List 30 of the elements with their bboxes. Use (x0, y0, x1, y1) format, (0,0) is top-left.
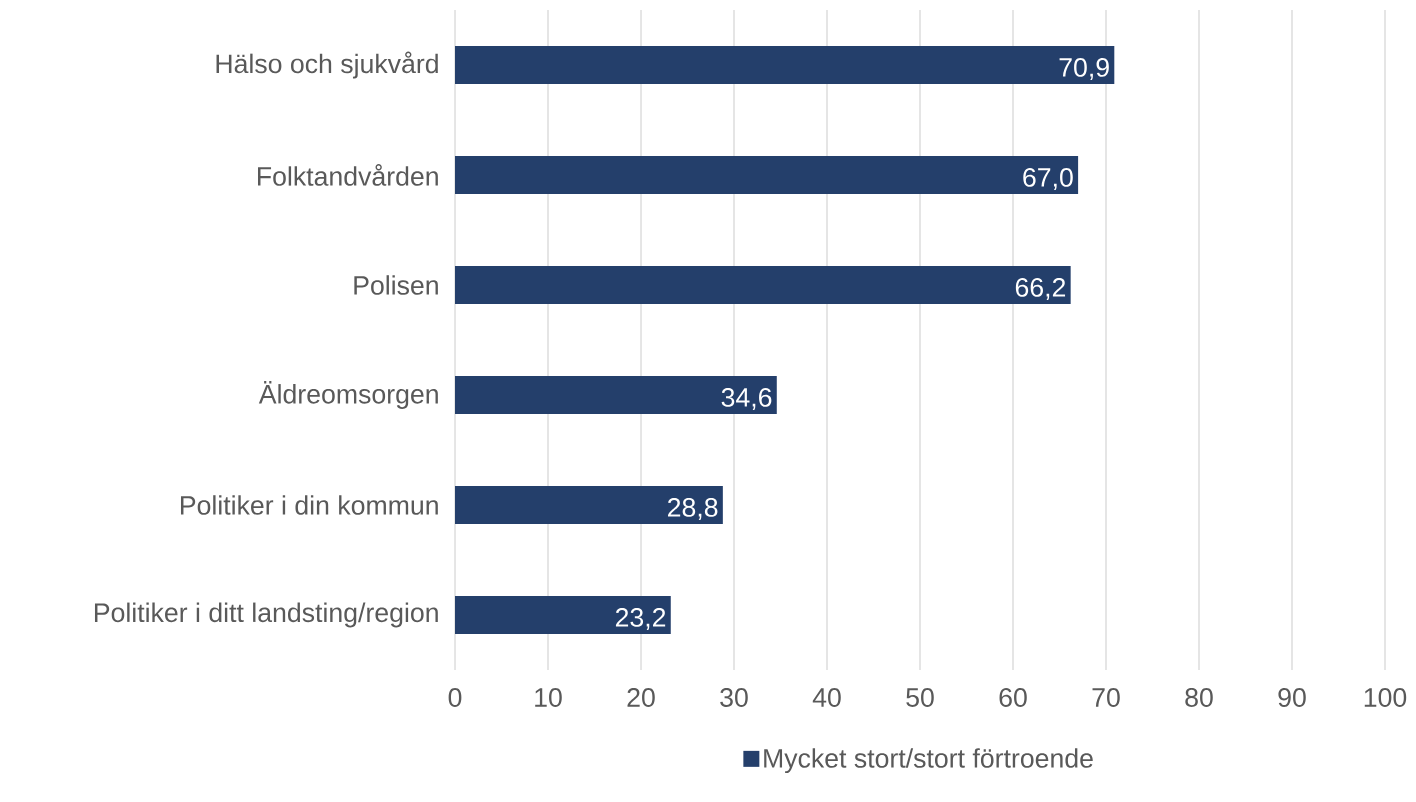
data-label: 28,8 (668, 497, 718, 521)
x-tick-label: 0 (448, 688, 462, 707)
data-label: 34,6 (721, 387, 772, 411)
x-tick-label: 90 (1278, 688, 1306, 707)
data-label: 70,9 (1059, 57, 1109, 81)
bar (455, 486, 723, 524)
bar (455, 266, 1071, 304)
x-tick-label: 10 (535, 688, 562, 707)
y-tick-label: Politiker i ditt landsting/region (94, 602, 438, 628)
x-tick-label: 50 (906, 688, 934, 707)
x-tick-label: 70 (1092, 688, 1120, 707)
bar (455, 46, 1115, 84)
y-tick-label: Folktandvården (258, 164, 438, 186)
x-tick-label: 80 (1185, 688, 1213, 707)
x-tick-label: 20 (627, 688, 655, 707)
y-tick-label: Polisen (354, 275, 438, 295)
legend-label: Mycket stort/stort förtroende (764, 748, 1093, 774)
x-tick-label: 60 (999, 688, 1027, 707)
y-tick-label: Äldreomsorgen (258, 381, 438, 409)
x-tick-label: 40 (812, 688, 841, 707)
data-label: 66,2 (1015, 277, 1066, 301)
y-tick-label: Hälso och sjukvård (216, 51, 438, 79)
bar (455, 156, 1079, 194)
x-tick-label: 30 (720, 688, 748, 707)
data-label: 23,2 (615, 607, 666, 631)
bar (455, 376, 777, 414)
data-label: 67,0 (1023, 167, 1073, 191)
bar (455, 595, 671, 634)
y-tick-label: Politiker i din kommun (180, 495, 438, 515)
x-tick-label: 100 (1364, 688, 1407, 707)
